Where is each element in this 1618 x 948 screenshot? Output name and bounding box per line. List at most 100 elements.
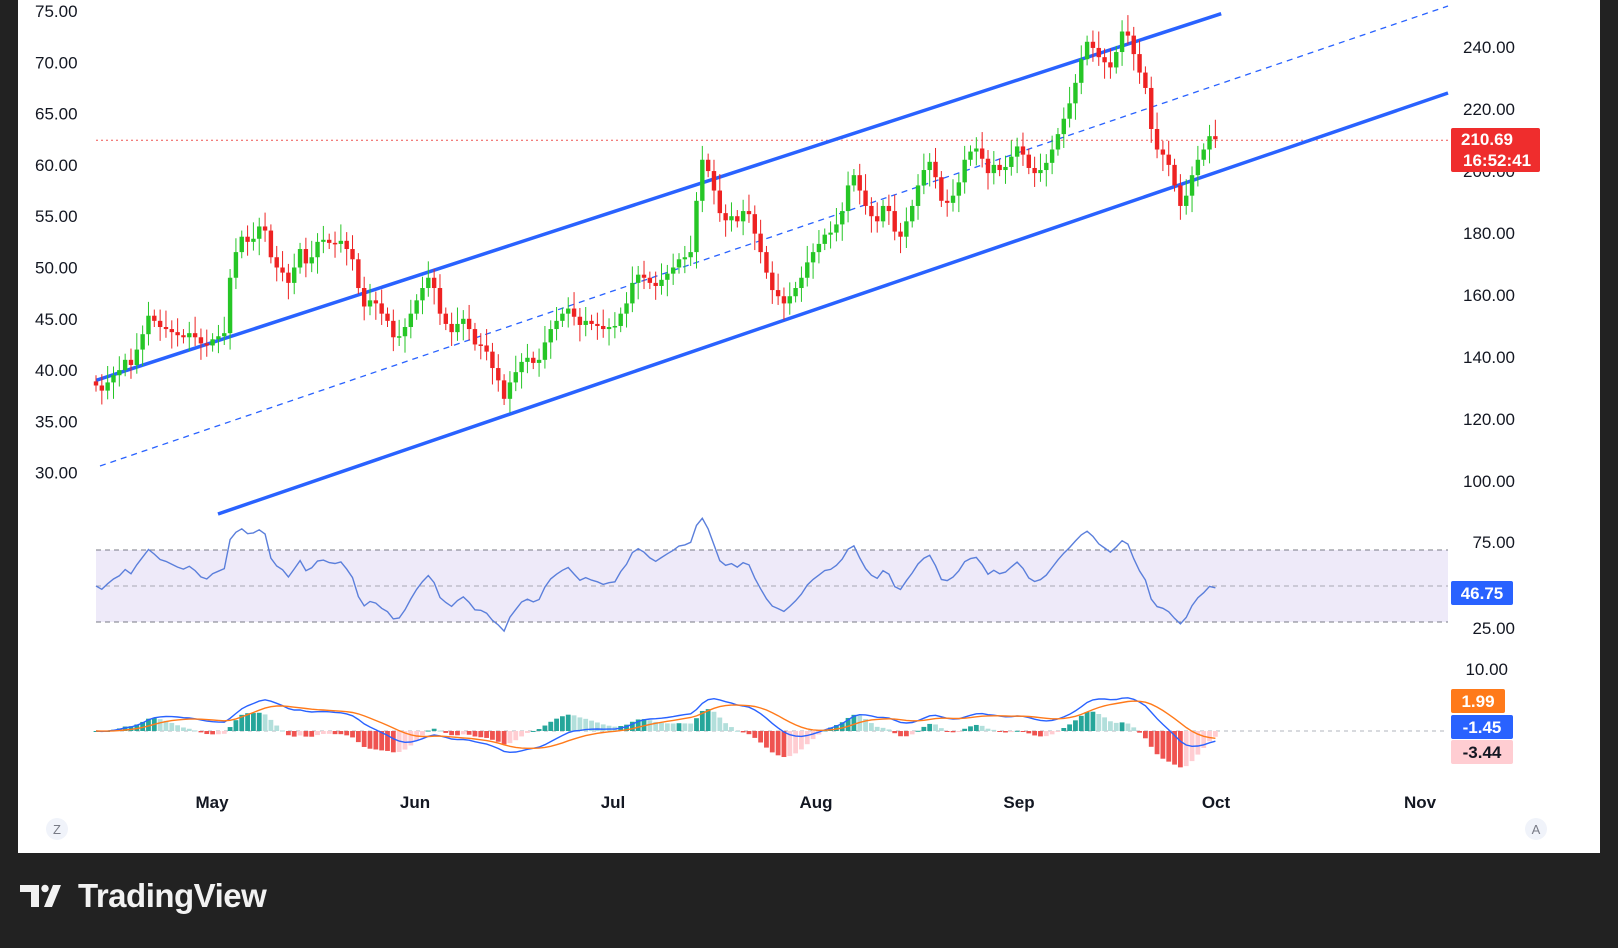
candle-body <box>601 325 606 330</box>
left-price-tick: 70.00 <box>35 53 78 72</box>
candle-body <box>583 320 588 325</box>
candle-body <box>1009 156 1014 167</box>
candle-body <box>548 329 553 343</box>
macd-histogram-bar <box>944 731 950 732</box>
candle-body <box>554 320 559 330</box>
candle-body <box>933 161 938 178</box>
macd-histogram-bar <box>449 731 455 736</box>
macd-histogram-bar <box>781 731 787 758</box>
macd-histogram-bar <box>851 714 857 731</box>
timezone-toggle-button[interactable]: Z <box>46 818 68 840</box>
candle-body <box>426 277 431 289</box>
tradingview-logo-icon <box>20 884 61 907</box>
macd-histogram-bar <box>530 730 536 732</box>
candle-body <box>536 359 542 363</box>
macd-histogram-bar <box>968 726 973 731</box>
candle-body <box>781 296 787 304</box>
candle-body <box>531 357 536 363</box>
candle-body <box>1055 134 1061 150</box>
macd-histogram-bar <box>204 731 210 735</box>
macd-histogram-bar <box>560 716 565 731</box>
macd-histogram-bar <box>583 718 589 731</box>
candle-body <box>1166 154 1171 165</box>
time-tick: Sep <box>1003 793 1034 812</box>
candle-body <box>1143 72 1148 88</box>
macd-histogram-bar <box>332 731 338 735</box>
candle-body <box>921 170 927 186</box>
macd-histogram-bar <box>927 723 933 731</box>
candle-body <box>635 274 641 283</box>
candle-body <box>187 333 192 338</box>
candle-body <box>571 308 577 317</box>
macd-histogram-bar <box>641 719 647 731</box>
candle-body <box>910 205 915 222</box>
tradingview-brand: TradingView <box>20 874 267 918</box>
candle-body <box>455 323 460 333</box>
last-price-label: 210.69 <box>1461 130 1513 149</box>
macd-histogram-bar <box>711 711 717 731</box>
macd-histogram-bar <box>1172 731 1177 765</box>
macd-histogram-bar <box>169 722 175 731</box>
macd-histogram-bar <box>519 731 524 737</box>
candle-body <box>379 303 384 314</box>
macd-histogram-bar <box>804 731 810 745</box>
candle-body <box>845 185 851 212</box>
channel-upper-line <box>95 12 1222 383</box>
rsi-tick-lower: 25.00 <box>1472 619 1515 638</box>
macd-histogram-bar <box>565 714 571 731</box>
macd-histogram-bar <box>1154 731 1160 755</box>
time-tick: Jun <box>400 793 430 812</box>
macd-histogram-bar <box>140 721 146 731</box>
macd-histogram-bar <box>1038 731 1043 737</box>
candle-body <box>268 230 274 258</box>
auto-scale-button[interactable]: A <box>1525 818 1547 840</box>
macd-histogram-bar <box>1166 731 1172 762</box>
candle-body <box>1119 31 1125 53</box>
macd-histogram-bar <box>676 723 682 731</box>
candle-body <box>525 357 530 362</box>
macd-histogram-bar <box>793 731 798 754</box>
macd-histogram-bar <box>501 731 507 745</box>
macd-histogram-bar <box>122 726 128 731</box>
candle-body <box>1108 62 1113 68</box>
chart-canvas[interactable]: 75.00 70.00 65.00 60.00 55.00 50.00 45.00 40.00… <box>18 0 1600 853</box>
candle-body <box>1102 57 1107 63</box>
candle-body <box>577 316 583 325</box>
macd-histogram-bar <box>1207 731 1212 742</box>
candle-body <box>408 313 414 328</box>
macd-histogram-bar <box>1055 731 1061 732</box>
candle-body <box>1049 149 1055 163</box>
right-price-tick: 240.00 <box>1463 38 1515 57</box>
macd-histogram-bar <box>251 713 256 731</box>
macd-histogram-bar <box>629 721 635 731</box>
candle-body <box>1020 146 1026 155</box>
macd-histogram-bar <box>717 717 723 731</box>
macd-histogram-bar <box>1020 731 1026 732</box>
macd-histogram-bar <box>863 718 868 731</box>
macd-histogram-bar <box>624 724 629 731</box>
candle-body <box>775 290 781 297</box>
candle-body <box>542 342 548 360</box>
candle-body <box>338 240 344 244</box>
candle-body <box>904 221 909 237</box>
candle-body <box>99 385 105 391</box>
left-price-tick: 55.00 <box>35 207 78 226</box>
time-tick: Jul <box>601 793 626 812</box>
macd-histogram-bar <box>723 723 729 731</box>
candle-body <box>344 240 349 250</box>
macd-histogram-bar <box>769 731 775 753</box>
macd-histogram-label: -3.44 <box>1463 743 1502 762</box>
macd-histogram-bar <box>390 731 396 753</box>
macd-histogram-bar <box>682 723 688 731</box>
candle-body <box>805 262 810 278</box>
candle-body <box>327 239 332 243</box>
candle-body <box>292 267 297 283</box>
macd-histogram-bar <box>367 731 373 749</box>
macd-histogram-bar <box>1008 731 1014 733</box>
macd-histogram-bar <box>157 719 163 731</box>
candle-body <box>257 226 262 239</box>
left-price-tick: 40.00 <box>35 361 78 380</box>
candle-body <box>140 334 145 350</box>
candle-body <box>694 200 699 253</box>
candle-body <box>490 351 495 369</box>
